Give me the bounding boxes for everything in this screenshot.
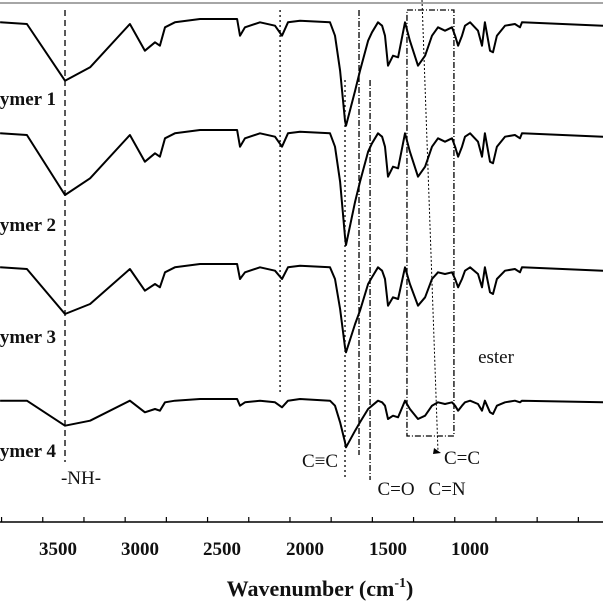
annotation-lines — [64, 9, 455, 480]
x-tick-label-2500: 2500 — [203, 539, 241, 560]
annotation-box-ester — [406, 9, 455, 437]
x-tick-label-2000: 2000 — [286, 539, 324, 560]
x-tick-label-3000: 3000 — [121, 539, 159, 560]
series-label-polymer-1: Polymer 1 — [0, 89, 56, 110]
annotation-c-n: C=N — [428, 479, 465, 500]
x-tick-label-3500: 3500 — [39, 539, 77, 560]
x-axis-title: Wavenumber (cm-1) — [227, 576, 414, 601]
annotation-c-c: C=C — [444, 448, 480, 469]
annotation-c-triple-c: C≡C — [302, 451, 338, 472]
series-line-3 — [0, 263, 603, 354]
series-label-polymer-4: Polymer 4 — [0, 441, 56, 462]
x-axis-ticks — [0, 517, 579, 522]
series-label-polymer-3: Polymer 3 — [0, 327, 56, 348]
traces — [0, 18, 603, 449]
annotation-ester: ester — [478, 347, 515, 368]
x-tick-label-1000: 1000 — [451, 539, 489, 560]
series-line-2 — [0, 129, 603, 246]
series-line-1 — [0, 18, 603, 127]
series-line-4 — [0, 398, 603, 449]
series-label-polymer-2: Polymer 2 — [0, 215, 56, 236]
c-c-arrowhead — [433, 448, 441, 454]
annotation-c-o: C=O — [377, 479, 414, 500]
c-c-arrow — [421, 0, 439, 453]
annotation-nh: -NH- — [61, 468, 101, 489]
x-tick-label-1500: 1500 — [369, 539, 407, 560]
